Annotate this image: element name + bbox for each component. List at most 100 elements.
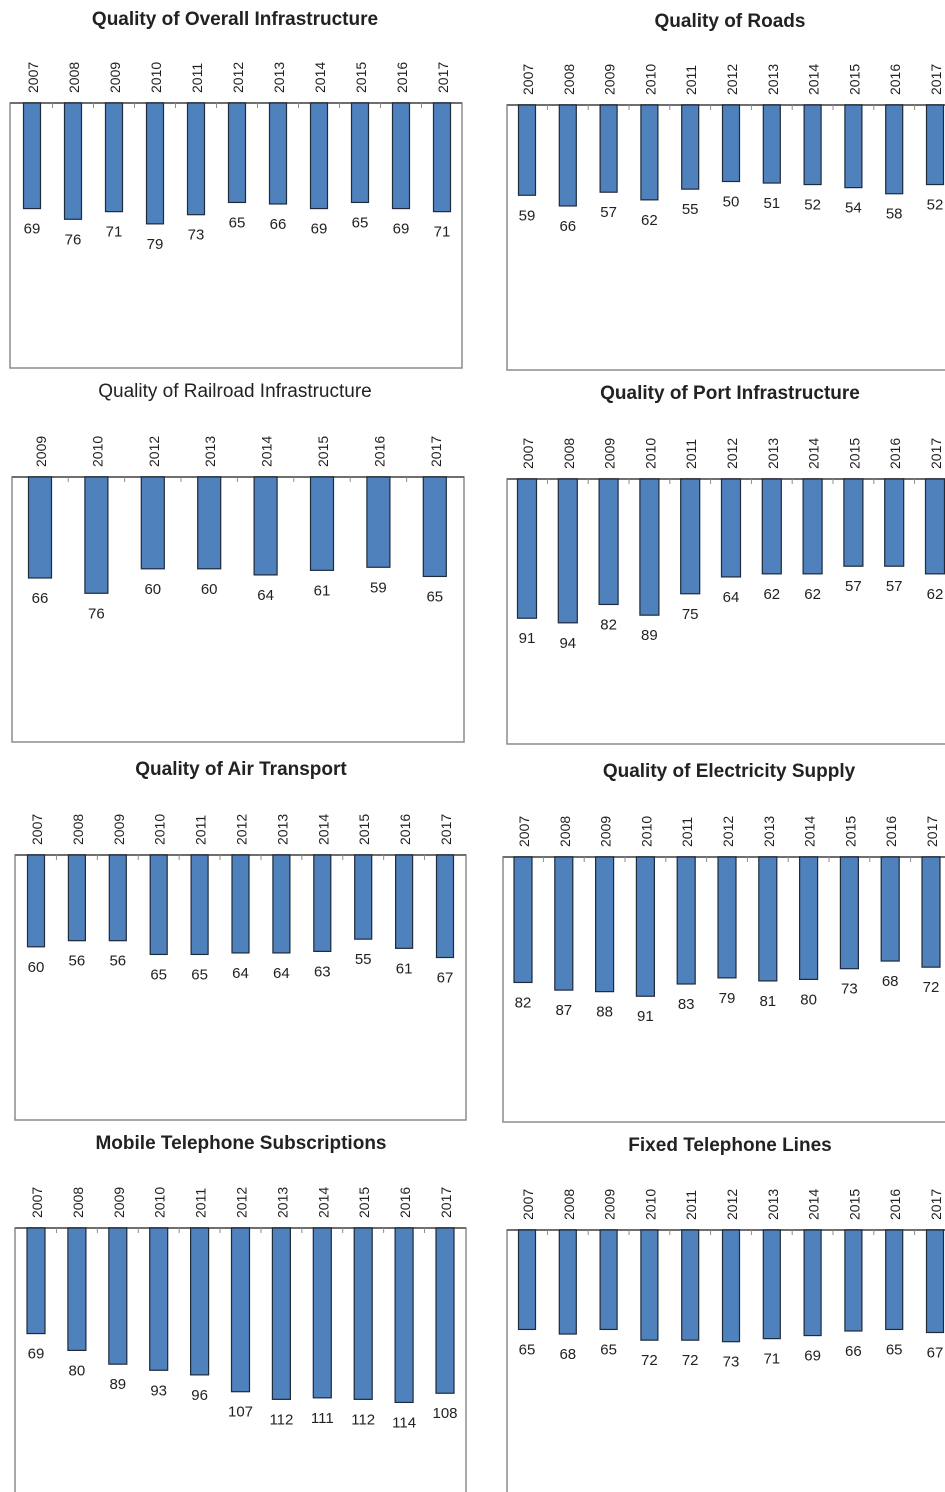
bar [354, 854, 373, 940]
bar [149, 854, 168, 956]
bar [394, 1227, 414, 1404]
bar [839, 856, 860, 970]
data-label: 55 [682, 201, 699, 218]
bar [921, 856, 941, 968]
bar [925, 1229, 945, 1334]
category-label: 2015 [846, 64, 862, 95]
category-label: 2015 [842, 816, 858, 847]
bar [227, 102, 247, 204]
bar [516, 478, 538, 619]
category-label: 2009 [111, 1187, 127, 1218]
data-label: 112 [351, 1411, 375, 1428]
bar [27, 476, 53, 579]
category-label: 2010 [152, 814, 168, 845]
chart-panel-8: Fixed Telephone Lines 2007 65 2008 68 2009 65 2… [506, 1135, 945, 1492]
category-label: 2012 [720, 816, 736, 847]
category-label: 2012 [724, 1189, 740, 1220]
bar [63, 102, 83, 220]
category-label: 2008 [561, 1189, 577, 1220]
bar [594, 856, 615, 993]
category-label: 2007 [516, 816, 532, 847]
category-label: 2014 [806, 1189, 822, 1220]
data-label: 64 [257, 587, 274, 604]
category-label: 2010 [148, 62, 164, 93]
category-label: 2009 [602, 1189, 618, 1220]
category-label: 2012 [146, 436, 162, 467]
data-label: 72 [682, 1352, 699, 1369]
data-label: 80 [800, 991, 817, 1008]
category-label: 2011 [683, 65, 699, 95]
category-label: 2007 [29, 1187, 45, 1218]
category-label: 2010 [638, 816, 654, 847]
data-label: 69 [804, 1348, 821, 1365]
bar [84, 476, 109, 594]
bar [197, 476, 222, 570]
bar [186, 102, 206, 216]
category-label: 2015 [356, 1187, 372, 1218]
data-label: 66 [270, 216, 287, 233]
data-label: 66 [559, 218, 576, 235]
category-label: 2017 [435, 62, 451, 93]
data-label: 111 [311, 1410, 334, 1427]
category-label: 2013 [765, 1189, 781, 1220]
data-label: 79 [147, 236, 164, 253]
category-label: 2008 [561, 438, 577, 469]
category-label: 2013 [765, 438, 781, 469]
bar [758, 856, 778, 982]
data-label: 71 [434, 224, 451, 241]
category-label: 2016 [887, 438, 903, 469]
category-label: 2015 [846, 1189, 862, 1220]
category-label: 2012 [724, 438, 740, 469]
bar [353, 1227, 373, 1400]
data-label: 69 [28, 1346, 45, 1363]
category-label: 2017 [928, 1189, 944, 1220]
data-label: 68 [559, 1346, 576, 1363]
data-label: 69 [24, 221, 41, 238]
bar [803, 104, 822, 186]
chart-panel-7: Mobile Telephone Subscriptions 2007 69 2008… [14, 1133, 467, 1492]
bar [598, 478, 619, 606]
data-label: 65 [150, 966, 167, 983]
bar [762, 1229, 781, 1340]
bar [761, 478, 782, 575]
chart-panel-3: Quality of Railroad Infrastructure 2009 66… [11, 381, 465, 743]
chart-title: Quality of Overall Infrastructure [92, 9, 378, 30]
data-label: 68 [882, 973, 899, 990]
bar [599, 1229, 618, 1331]
category-label: 2012 [234, 1187, 250, 1218]
bar [22, 102, 42, 210]
category-label: 2013 [271, 62, 287, 93]
bar [676, 856, 696, 985]
category-label: 2009 [602, 64, 618, 95]
category-label: 2012 [230, 62, 246, 93]
category-label: 2008 [557, 816, 573, 847]
category-label: 2017 [924, 816, 940, 847]
bar [640, 104, 659, 201]
data-label: 64 [273, 965, 290, 982]
bar [108, 1227, 128, 1365]
data-label: 96 [191, 1387, 208, 1404]
bar [309, 476, 335, 571]
category-label: 2017 [428, 436, 444, 467]
category-label: 2010 [642, 1189, 658, 1220]
category-label: 2014 [315, 814, 331, 845]
bar [253, 476, 278, 576]
category-label: 2008 [70, 1187, 86, 1218]
bar [312, 1227, 332, 1399]
category-label: 2007 [520, 1189, 536, 1220]
bar [145, 102, 165, 225]
category-label: 2009 [598, 816, 614, 847]
bar [721, 104, 741, 183]
category-label: 2014 [806, 64, 822, 95]
category-label: 2013 [765, 64, 781, 95]
bar [803, 1229, 822, 1337]
data-label: 62 [763, 586, 780, 603]
bar [230, 1227, 251, 1393]
category-label: 2014 [259, 436, 275, 467]
bar [599, 104, 618, 193]
chart-panel-5: Quality of Air Transport 2007 60 2008 56 2009… [14, 759, 467, 1121]
chart-panel-6: Quality of Electricity Supply 2007 82 2008 8… [502, 761, 945, 1123]
category-label: 2011 [193, 1188, 209, 1218]
data-label: 89 [109, 1376, 126, 1393]
category-label: 2013 [274, 1187, 290, 1218]
